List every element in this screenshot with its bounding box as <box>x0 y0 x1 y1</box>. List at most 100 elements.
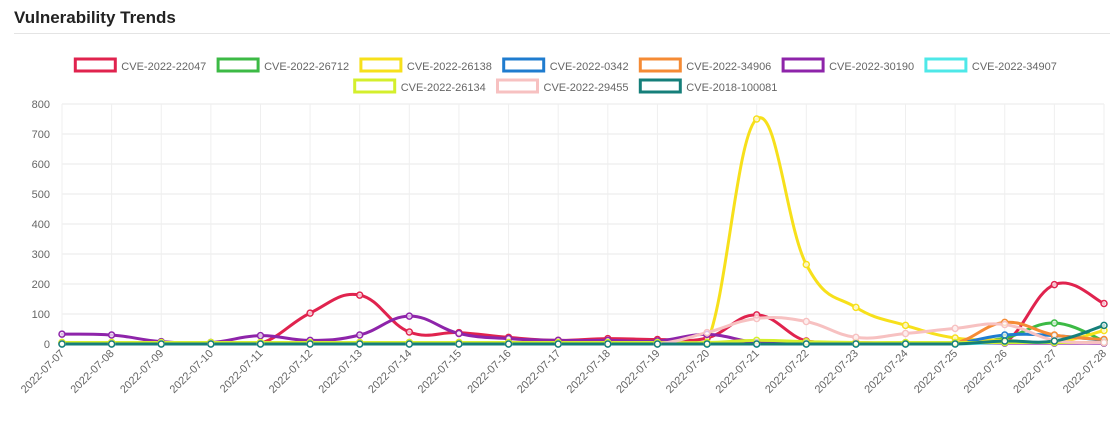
data-point[interactable] <box>355 340 364 348</box>
data-point[interactable] <box>1050 280 1059 289</box>
data-point[interactable] <box>752 340 761 348</box>
y-tick-label: 500 <box>32 189 50 201</box>
legend-item[interactable]: CVE-2018-100081 <box>638 78 777 94</box>
data-point[interactable] <box>901 321 910 330</box>
x-tick-label: 2022-07-13 <box>317 348 365 396</box>
data-point[interactable] <box>554 340 562 348</box>
y-tick-label: 700 <box>32 129 50 141</box>
data-point[interactable] <box>1100 338 1108 347</box>
series-line <box>60 116 1106 345</box>
data-point[interactable] <box>1001 320 1009 329</box>
data-point[interactable] <box>852 333 860 342</box>
data-point[interactable] <box>901 329 910 338</box>
data-point[interactable] <box>752 115 761 123</box>
data-point[interactable] <box>802 260 811 269</box>
data-point[interactable] <box>1001 331 1009 339</box>
data-point[interactable] <box>58 330 66 338</box>
x-tick-label: 2022-07-20 <box>664 348 712 396</box>
data-point[interactable] <box>703 340 711 348</box>
data-point[interactable] <box>951 340 959 348</box>
x-tick-label: 2022-07-17 <box>515 348 563 396</box>
data-point[interactable] <box>852 303 860 312</box>
legend-item[interactable]: CVE-2022-26712 <box>216 57 349 73</box>
legend-item[interactable]: CVE-2022-30190 <box>781 57 914 73</box>
legend-label: CVE-2022-34906 <box>686 61 771 73</box>
data-point[interactable] <box>107 331 116 339</box>
x-tick-label: 2022-07-22 <box>763 348 811 396</box>
data-point[interactable] <box>1100 299 1108 308</box>
x-tick-label: 2022-07-08 <box>68 348 116 396</box>
data-point[interactable] <box>405 312 414 320</box>
legend-swatch <box>359 57 403 73</box>
data-point[interactable] <box>802 317 811 326</box>
legend-item[interactable]: CVE-2022-29455 <box>496 78 629 94</box>
legend-item[interactable]: CVE-2022-26134 <box>353 78 486 94</box>
legend-swatch <box>638 57 682 73</box>
y-axis-ticks: 0 100 200 300 400 500 600 700 800 <box>32 99 50 351</box>
data-point[interactable] <box>355 331 364 339</box>
x-tick-label: 2022-07-16 <box>465 348 513 396</box>
legend-item[interactable]: CVE-2022-26138 <box>359 57 492 73</box>
y-tick-label: 100 <box>32 309 50 321</box>
data-point[interactable] <box>306 309 314 317</box>
legend-label: CVE-2022-26712 <box>264 61 349 73</box>
chart-grid <box>61 103 1105 345</box>
data-point[interactable] <box>504 340 513 348</box>
x-tick-label: 2022-07-23 <box>813 348 861 396</box>
data-point[interactable] <box>852 340 860 348</box>
x-tick-label: 2022-07-15 <box>416 348 464 396</box>
legend-swatch <box>73 57 117 73</box>
data-point[interactable] <box>256 331 265 340</box>
data-point[interactable] <box>405 340 414 348</box>
legend-label: CVE-2022-26138 <box>407 61 492 73</box>
x-tick-label: 2022-07-26 <box>962 348 1010 396</box>
data-point[interactable] <box>455 329 463 338</box>
data-point[interactable] <box>58 340 66 348</box>
y-tick-label: 800 <box>32 99 50 111</box>
data-point[interactable] <box>1100 321 1108 330</box>
data-point[interactable] <box>752 314 761 323</box>
series-lines <box>60 116 1106 346</box>
legend-swatch <box>781 57 825 73</box>
legend-item[interactable]: CVE-2022-34907 <box>924 57 1057 73</box>
data-point[interactable] <box>604 340 612 348</box>
x-tick-label: 2022-07-09 <box>118 348 166 396</box>
data-point[interactable] <box>951 324 959 333</box>
data-point[interactable] <box>157 340 165 348</box>
data-point[interactable] <box>256 340 265 348</box>
y-tick-label: 300 <box>32 249 50 261</box>
legend-label: CVE-2022-30190 <box>829 61 914 73</box>
data-point[interactable] <box>455 340 463 348</box>
data-point[interactable] <box>405 328 414 336</box>
chart-legend: CVE-2022-22047 CVE-2022-26712 CVE-2022-261… <box>73 57 1057 94</box>
y-tick-label: 0 <box>44 339 50 351</box>
x-tick-label: 2022-07-10 <box>168 348 216 396</box>
data-point[interactable] <box>1050 319 1059 327</box>
data-point[interactable] <box>802 340 811 348</box>
data-point[interactable] <box>1001 337 1009 345</box>
y-tick-label: 200 <box>32 279 50 291</box>
data-point[interactable] <box>355 291 364 299</box>
data-point[interactable] <box>306 340 314 348</box>
legend-item[interactable]: CVE-2022-22047 <box>73 57 206 73</box>
y-tick-label: 400 <box>32 219 50 231</box>
title-divider <box>14 33 1110 34</box>
legend-item[interactable]: CVE-2022-0342 <box>502 57 629 73</box>
y-tick-label: 600 <box>32 159 50 171</box>
x-tick-label: 2022-07-12 <box>267 348 315 396</box>
data-point[interactable] <box>703 328 711 337</box>
data-point[interactable] <box>653 340 662 348</box>
series-line <box>60 323 1106 346</box>
legend-swatch <box>638 78 682 94</box>
legend-label: CVE-2018-100081 <box>686 82 777 94</box>
data-point[interactable] <box>1050 337 1059 345</box>
legend-swatch <box>496 78 539 94</box>
x-tick-label: 2022-07-18 <box>565 348 613 396</box>
legend-item[interactable]: CVE-2022-34906 <box>638 57 771 73</box>
x-tick-label: 2022-07-24 <box>862 348 910 396</box>
x-tick-label: 2022-07-28 <box>1061 348 1109 396</box>
data-point[interactable] <box>901 340 910 348</box>
data-point[interactable] <box>207 340 215 348</box>
data-point[interactable] <box>107 340 116 348</box>
